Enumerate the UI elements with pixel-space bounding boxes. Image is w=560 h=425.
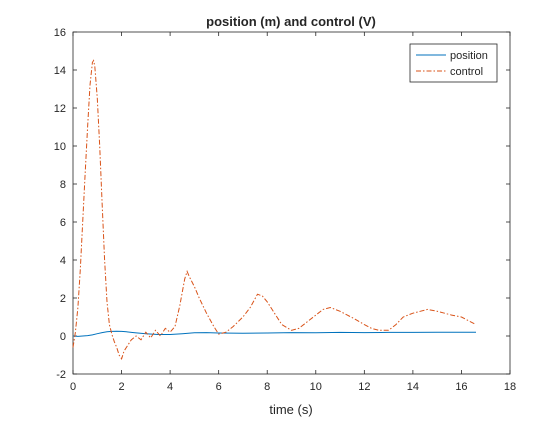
series-lines xyxy=(72,59,477,360)
y-tick-label: 14 xyxy=(54,65,66,77)
series-line-position xyxy=(72,330,476,337)
y-tick-label: 0 xyxy=(60,331,66,343)
x-tick-label: 16 xyxy=(455,381,467,393)
series-line-control xyxy=(72,59,477,360)
x-tick-label: 8 xyxy=(264,381,270,393)
y-tick-label: 6 xyxy=(60,217,66,229)
tick-labels: 0 2 4 6 8 10 12 14 16 18 -2 0 2 4 6 8 10 12 14 16 xyxy=(54,27,516,393)
y-tick-label: 16 xyxy=(54,27,66,39)
x-tick-label: 2 xyxy=(118,381,124,393)
y-tick-label: 2 xyxy=(60,293,66,305)
x-tick-label: 4 xyxy=(167,381,173,393)
axes xyxy=(72,31,511,375)
x-tick-label: 6 xyxy=(216,381,222,393)
x-tick-label: 18 xyxy=(504,381,516,393)
legend-label-control: control xyxy=(450,66,483,78)
legend: position control xyxy=(409,43,498,83)
legend-label-position: position xyxy=(450,50,488,62)
y-tick-label: 8 xyxy=(60,179,66,191)
y-tick-label: -2 xyxy=(56,369,66,381)
x-axis-label: time (s) xyxy=(269,402,312,417)
plot-area-box xyxy=(72,31,511,375)
x-tick-label: 10 xyxy=(310,381,322,393)
x-tick-label: 12 xyxy=(358,381,370,393)
x-tick-label: 0 xyxy=(70,381,76,393)
y-tick-label: 12 xyxy=(54,103,66,115)
y-tick-label: 10 xyxy=(54,141,66,153)
chart-title: position (m) and control (V) xyxy=(206,14,376,29)
y-tick-label: 4 xyxy=(60,255,66,267)
legend-box xyxy=(409,43,498,83)
x-tick-label: 14 xyxy=(407,381,419,393)
